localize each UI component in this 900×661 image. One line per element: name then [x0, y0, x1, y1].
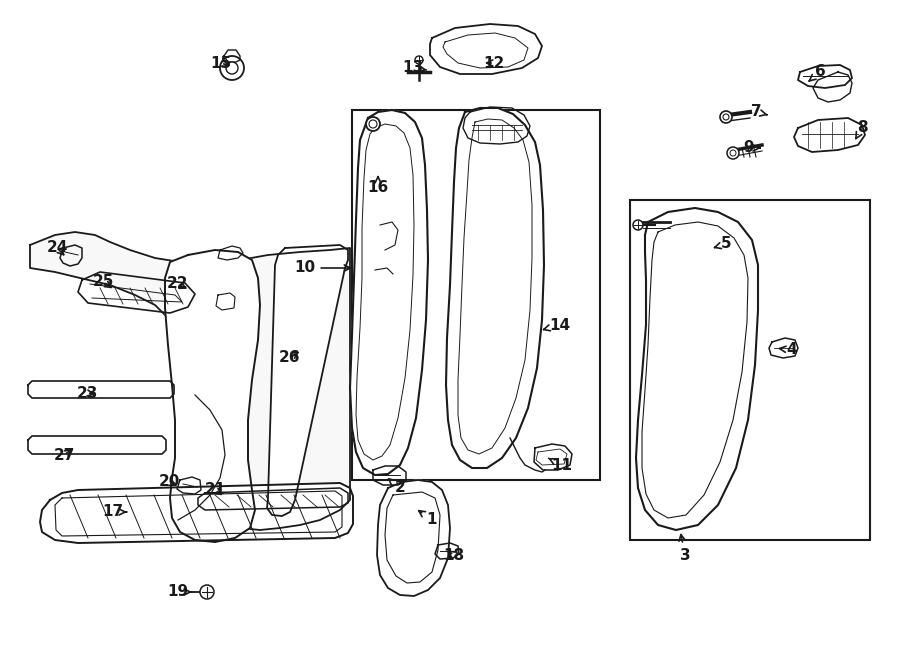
Text: 22: 22 — [166, 276, 188, 292]
Bar — [630, 200, 870, 540]
Text: 11: 11 — [549, 457, 572, 473]
Circle shape — [200, 585, 214, 599]
Text: 13: 13 — [402, 61, 427, 75]
Circle shape — [366, 117, 380, 131]
Polygon shape — [165, 250, 260, 542]
Text: 19: 19 — [167, 584, 192, 600]
Polygon shape — [430, 24, 542, 74]
Circle shape — [720, 111, 732, 123]
Polygon shape — [636, 208, 758, 530]
Polygon shape — [40, 483, 353, 543]
Bar — [352, 110, 600, 480]
Polygon shape — [794, 118, 865, 152]
Text: 1: 1 — [418, 511, 437, 527]
Text: 15: 15 — [211, 56, 231, 71]
Circle shape — [730, 150, 736, 156]
Text: 23: 23 — [76, 385, 98, 401]
Text: 17: 17 — [103, 504, 126, 520]
Text: 9: 9 — [743, 141, 760, 155]
Circle shape — [723, 114, 729, 120]
Text: 25: 25 — [93, 274, 113, 290]
Polygon shape — [377, 480, 450, 596]
Polygon shape — [30, 232, 350, 530]
Circle shape — [727, 147, 739, 159]
Polygon shape — [446, 108, 544, 468]
Text: 3: 3 — [680, 535, 690, 563]
Text: 24: 24 — [46, 241, 68, 256]
Text: 2: 2 — [389, 479, 405, 496]
Text: 8: 8 — [856, 120, 868, 139]
Text: 6: 6 — [809, 65, 825, 81]
Text: 14: 14 — [544, 317, 571, 332]
Text: 16: 16 — [367, 176, 389, 196]
Circle shape — [633, 220, 643, 230]
Text: 20: 20 — [158, 475, 180, 490]
Text: 5: 5 — [715, 237, 732, 251]
Text: 26: 26 — [278, 350, 300, 366]
Circle shape — [220, 56, 244, 80]
Text: 27: 27 — [53, 447, 75, 463]
Circle shape — [415, 56, 423, 64]
Text: 7: 7 — [751, 104, 767, 120]
Circle shape — [369, 120, 377, 128]
Polygon shape — [350, 110, 428, 475]
Text: 4: 4 — [779, 342, 797, 358]
Circle shape — [226, 62, 238, 74]
Text: 21: 21 — [204, 483, 226, 498]
Polygon shape — [267, 245, 348, 516]
Text: 10: 10 — [294, 260, 350, 276]
Polygon shape — [798, 65, 852, 88]
Text: 18: 18 — [444, 547, 464, 563]
Text: 12: 12 — [483, 56, 505, 71]
